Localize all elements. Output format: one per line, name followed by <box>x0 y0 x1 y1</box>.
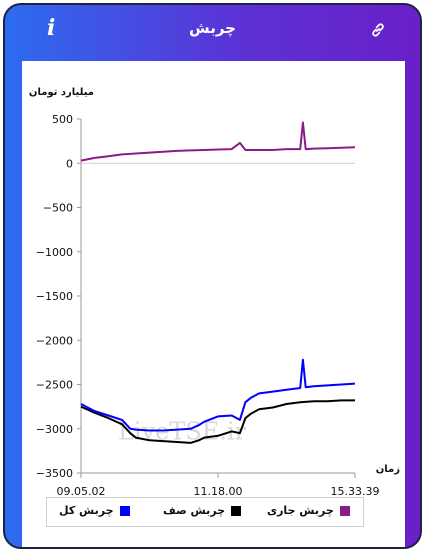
y-tick-label: 0 <box>66 157 73 170</box>
legend-label-queue: چربش صف <box>163 504 226 517</box>
y-tick-label: 500 <box>52 113 73 126</box>
y-tick-label: −2500 <box>36 379 73 392</box>
y-tick-label: −1000 <box>36 246 73 259</box>
legend-swatch-current <box>339 505 350 516</box>
watermark-text: LiveTSE.ir <box>118 417 247 445</box>
series-line-1 <box>80 399 355 444</box>
x-tick-label: 09.05.02 <box>57 485 106 498</box>
legend-label-current: چربش جاری <box>267 504 334 517</box>
x-tick-label: 15.33.39 <box>331 485 380 498</box>
legend-item-total: چربش کل <box>59 504 130 517</box>
y-tick-label: −1500 <box>36 290 73 303</box>
legend-item-queue: چربش صف <box>163 504 242 517</box>
app-frame: i چربش 500 0 −500 −1000 −1500 −2000 −2500 −3000… <box>3 3 422 549</box>
y-tick-label: −500 <box>43 202 73 215</box>
header-bar: i چربش <box>5 5 420 57</box>
info-icon[interactable]: i <box>47 15 56 41</box>
legend-item-current: چربش جاری <box>267 504 350 517</box>
x-axis-label: زمان <box>376 464 400 475</box>
legend-label-total: چربش کل <box>59 504 114 517</box>
y-tick-label: −2000 <box>36 334 73 347</box>
line-chart: 500 0 −500 −1000 −1500 −2000 −2500 −3000 −3500 09… <box>29 87 400 498</box>
y-tick-label: −3500 <box>36 467 73 480</box>
page-title: چربش <box>189 19 236 37</box>
link-icon[interactable] <box>370 22 386 38</box>
x-tick-label: 11.18.00 <box>194 485 243 498</box>
chart-legend: چربش جاری چربش صف چربش کل <box>46 497 364 527</box>
legend-swatch-total <box>119 505 130 516</box>
series-line-0 <box>80 121 356 162</box>
legend-swatch-queue <box>231 505 242 516</box>
y-tick-label: −3000 <box>36 423 73 436</box>
y-axis-label: میلیارد تومان <box>29 87 94 98</box>
series-line-2 <box>80 358 356 432</box>
chart-panel: 500 0 −500 −1000 −1500 −2000 −2500 −3000 −3500 09… <box>22 61 405 547</box>
